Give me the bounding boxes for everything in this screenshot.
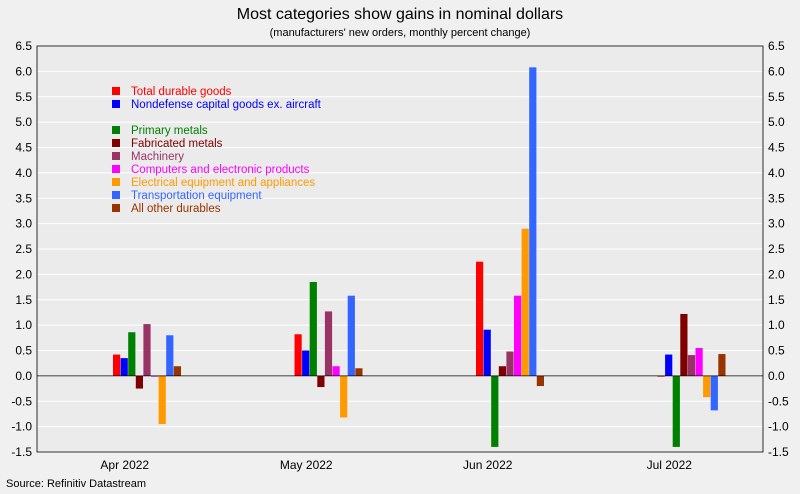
plot-border: [36, 45, 764, 453]
y-tick-label-left: 3.5: [15, 191, 32, 205]
chart-source: Source: Refinitiv Datastream: [6, 478, 146, 490]
bar-transportation-equipment-jun-2022: [529, 67, 537, 376]
y-tick-label-left: 0.5: [15, 344, 32, 358]
legend-label: Transportation equipment: [131, 190, 262, 202]
y-tick-label-right: 6.0: [768, 64, 785, 78]
bar-computers-and-electronic-products-jun-2022: [514, 295, 522, 376]
legend-swatch: [112, 178, 120, 186]
y-tick-label-left: 2.0: [15, 267, 32, 281]
legend-swatch: [112, 165, 120, 173]
y-tick-label-right: 1.0: [768, 318, 785, 332]
bar-electrical-equipment-and-appliances-may-2022: [340, 375, 348, 418]
legend-label: Electrical equipment and appliances: [131, 177, 315, 189]
legend-swatch: [112, 87, 120, 95]
x-tick-label: Jun 2022: [463, 458, 513, 472]
bar-computers-and-electronic-products-may-2022: [332, 366, 340, 376]
bar-computers-and-electronic-products-jul-2022: [695, 347, 703, 376]
bar-transportation-equipment-apr-2022: [166, 335, 174, 376]
y-tick-label-left: 6.0: [15, 64, 32, 78]
bar-fabricated-metals-jun-2022: [498, 366, 506, 376]
bar-machinery-apr-2022: [143, 324, 151, 376]
bar-primary-metals-jul-2022: [672, 375, 680, 447]
bar-machinery-jun-2022: [506, 351, 514, 376]
legend-label: All other durables: [131, 203, 221, 215]
legend-swatch: [112, 152, 120, 160]
bar-nondefense-capital-goods-ex-aircraft-apr-2022: [120, 358, 128, 376]
y-tick-label-left: 5.0: [15, 115, 32, 129]
bar-total-durable-goods-apr-2022: [113, 354, 121, 376]
y-tick-label-right: 5.5: [768, 90, 785, 104]
legend-label: Primary metals: [131, 125, 208, 137]
legend-label: Machinery: [131, 151, 184, 163]
legend-swatch: [112, 204, 120, 212]
bar-all-other-durables-apr-2022: [173, 366, 181, 376]
bar-electrical-equipment-and-appliances-jun-2022: [521, 228, 529, 376]
bar-all-other-durables-jun-2022: [536, 375, 544, 387]
y-tick-label-right: -1.0: [768, 420, 789, 434]
y-tick-label-left: 1.0: [15, 318, 32, 332]
bar-transportation-equipment-jul-2022: [710, 375, 718, 411]
y-tick-label-left: 2.5: [15, 242, 32, 256]
y-tick-label-right: 0.5: [768, 344, 785, 358]
x-tick-label: Apr 2022: [100, 458, 149, 472]
y-tick-label-right: 0.0: [768, 369, 785, 383]
bar-primary-metals-may-2022: [309, 281, 317, 376]
y-tick-label-right: 2.0: [768, 267, 785, 281]
legend-label: Fabricated metals: [131, 138, 223, 150]
legend-swatch: [112, 126, 120, 134]
bar-electrical-equipment-and-appliances-jul-2022: [703, 375, 711, 398]
bar-total-durable-goods-may-2022: [294, 334, 302, 376]
y-tick-label-right: 1.5: [768, 293, 785, 307]
y-tick-label-right: 4.0: [768, 166, 785, 180]
y-tick-label-left: 3.0: [15, 217, 32, 231]
legend-label: Nondefense capital goods ex. aircraft: [131, 99, 322, 111]
legend-label: Total durable goods: [131, 86, 232, 98]
bar-all-other-durables-jul-2022: [718, 354, 726, 376]
y-tick-label-right: 3.0: [768, 217, 785, 231]
y-tick-label-right: 4.5: [768, 141, 785, 155]
legend-swatch: [112, 139, 120, 147]
y-tick-label-right: -1.5: [768, 445, 789, 459]
bar-electrical-equipment-and-appliances-apr-2022: [158, 375, 166, 425]
legend-label: Computers and electronic products: [131, 164, 310, 176]
y-tick-label-left: 5.5: [15, 90, 32, 104]
y-tick-label-right: 2.5: [768, 242, 785, 256]
bar-nondefense-capital-goods-ex-aircraft-jul-2022: [665, 354, 673, 376]
y-tick-label-right: 5.0: [768, 115, 785, 129]
bar-fabricated-metals-may-2022: [317, 375, 325, 388]
y-tick-label-right: 3.5: [768, 191, 785, 205]
x-tick-label: Jul 2022: [647, 458, 693, 472]
y-tick-label-left: 4.5: [15, 141, 32, 155]
bar-fabricated-metals-apr-2022: [135, 375, 143, 389]
y-tick-label-left: 1.5: [15, 293, 32, 307]
bar-total-durable-goods-jun-2022: [476, 261, 484, 376]
y-tick-label-right: 6.5: [768, 39, 785, 53]
legend-swatch: [112, 100, 120, 108]
y-tick-label-left: -1.0: [11, 420, 32, 434]
bar-nondefense-capital-goods-ex-aircraft-jun-2022: [483, 329, 491, 376]
y-tick-label-left: -1.5: [11, 445, 32, 459]
x-tick-label: May 2022: [280, 458, 333, 472]
y-tick-label-right: -0.5: [768, 394, 789, 408]
bar-all-other-durables-may-2022: [355, 368, 363, 376]
bar-machinery-may-2022: [324, 311, 333, 376]
bar-nondefense-capital-goods-ex-aircraft-may-2022: [302, 350, 310, 376]
bar-transportation-equipment-may-2022: [347, 295, 355, 376]
chart-title: Most categories show gains in nominal do…: [236, 6, 564, 23]
legend-swatch: [112, 191, 120, 199]
bar-machinery-jul-2022: [687, 355, 696, 376]
y-tick-label-left: 4.0: [15, 166, 32, 180]
chart-subtitle: (manufacturers' new orders, monthly perc…: [269, 27, 531, 39]
y-tick-label-left: -0.5: [11, 394, 32, 408]
bar-primary-metals-apr-2022: [128, 332, 136, 376]
bar-primary-metals-jun-2022: [491, 375, 499, 447]
y-tick-label-left: 0.0: [15, 369, 32, 383]
bar-fabricated-metals-jul-2022: [680, 313, 688, 376]
y-tick-label-left: 6.5: [15, 39, 32, 53]
